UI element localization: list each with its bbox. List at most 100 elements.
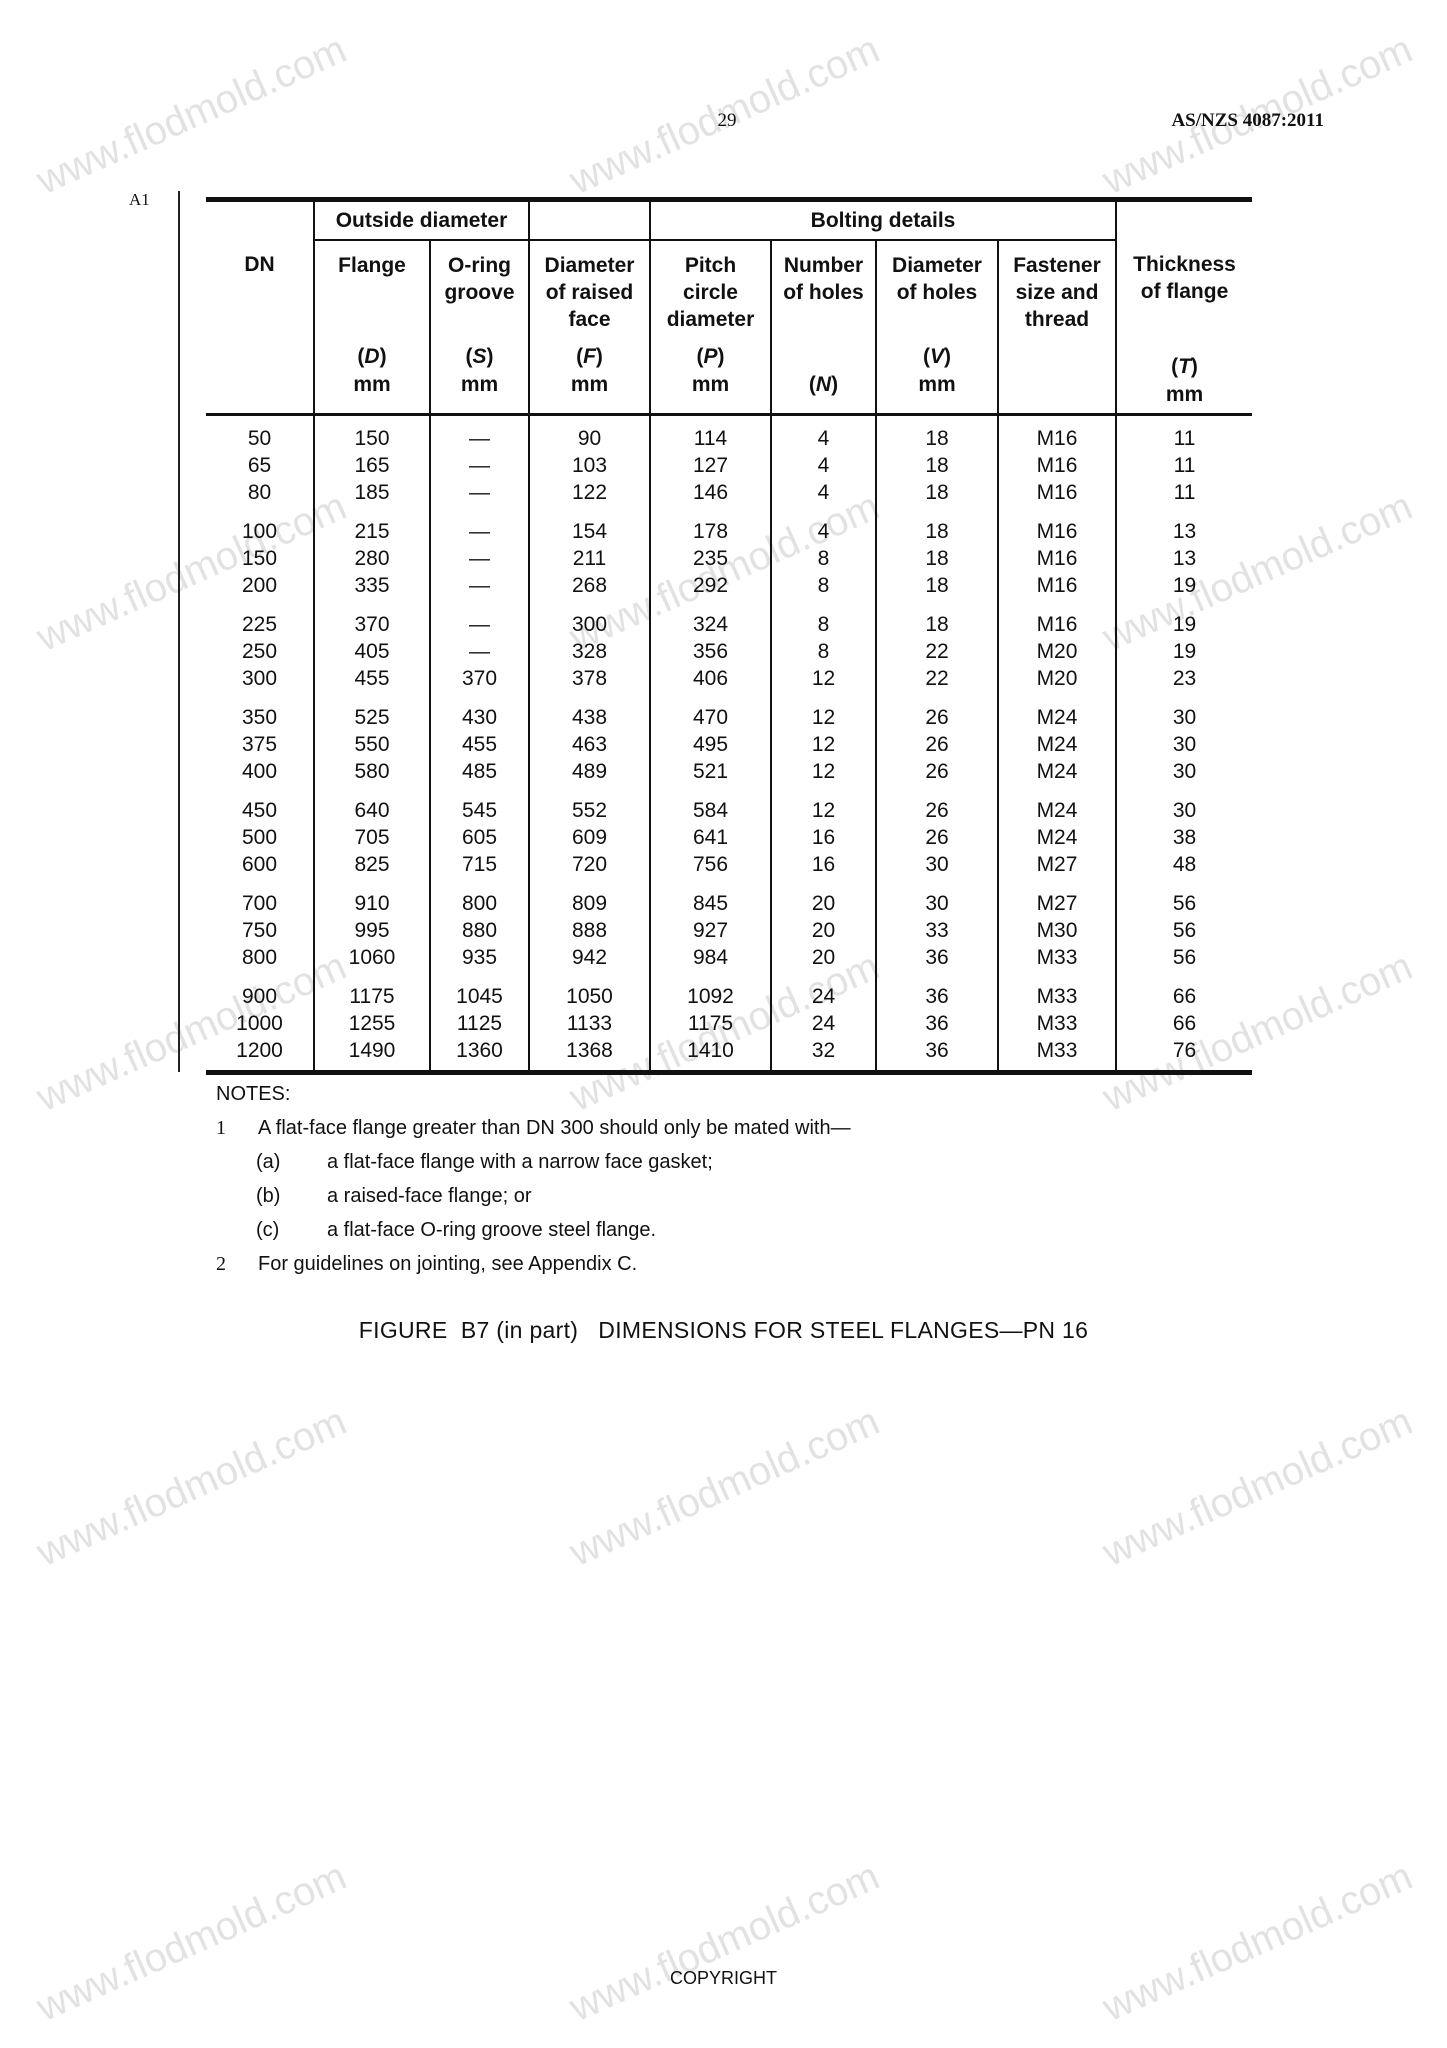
cell-dn: 200: [241, 574, 278, 597]
amendment-mark: A1: [129, 190, 150, 209]
cell-raised-face-f: 90: [528, 414, 650, 452]
table-row: 750 995 880 888 927 20 33 M30 56: [206, 917, 1252, 944]
cell-hole-dia-v: 18: [875, 545, 998, 572]
cell-flange-d: 995: [313, 917, 430, 944]
note-number: 1: [216, 1117, 226, 1139]
table-row: 450 640 545 552 584 12 26 M24 30: [206, 785, 1252, 824]
cell-raised-face-f: 888: [528, 917, 650, 944]
cell-oring-s: 1125: [429, 1010, 529, 1037]
column-title: Diameter of holes: [892, 254, 982, 304]
cell-fastener: M24: [997, 824, 1116, 851]
unit-label: mm: [691, 373, 730, 396]
column-title: Fastener size and thread: [1013, 254, 1101, 331]
cell-fastener: M30: [997, 917, 1116, 944]
column-unit: (D) mm: [315, 343, 429, 399]
cell-flange-d: 550: [313, 731, 430, 758]
column-header: Pitch circle diameter (P) mm: [649, 240, 771, 416]
table-row: 700 910 800 809 845 20 30 M27 56: [206, 878, 1252, 917]
cell-hole-dia-v: 26: [875, 692, 998, 731]
cell-pitch-p: 495: [649, 731, 771, 758]
cell-holes-n: 12: [770, 785, 876, 824]
cell-oring-s: —: [429, 638, 529, 665]
cell-hole-dia-v: 18: [875, 572, 998, 599]
cell-dn: 600: [241, 853, 278, 876]
cell-raised-face-f: 378: [528, 665, 650, 692]
cell-raised-face-f: 1050: [528, 971, 650, 1010]
cell-holes-n: 4: [770, 414, 876, 452]
cell-oring-s: 1360: [429, 1037, 529, 1075]
note-text: A flat-face flange greater than DN 300 s…: [258, 1117, 851, 1139]
table-row: 600 825 715 720 756 16 30 M27 48: [206, 851, 1252, 878]
cell-flange-d: 405: [313, 638, 430, 665]
cell-raised-face-f: 609: [528, 824, 650, 851]
cell-oring-s: 715: [429, 851, 529, 878]
cell-raised-face-f: 211: [528, 545, 650, 572]
cell-pitch-p: 584: [649, 785, 771, 824]
cell-hole-dia-v: 36: [875, 1037, 998, 1075]
column-symbol: D: [364, 345, 380, 368]
cell-hole-dia-v: 33: [875, 917, 998, 944]
unit-label: mm: [1165, 383, 1204, 406]
cell-oring-s: —: [429, 452, 529, 479]
cell-oring-s: 455: [429, 731, 529, 758]
cell-holes-n: 20: [770, 878, 876, 917]
sub-text: a raised-face flange; or: [327, 1185, 532, 1207]
sub-letter: (a): [256, 1151, 281, 1173]
column-title: Flange: [338, 254, 406, 277]
cell-raised-face-f: 942: [528, 944, 650, 971]
cell-fastener: M24: [997, 692, 1116, 731]
cell-fastener: M33: [997, 971, 1116, 1010]
cell-holes-n: 4: [770, 479, 876, 506]
cell-pitch-p: 1175: [649, 1010, 771, 1037]
table-row: 300 455 370 378 406 12 22 M20 23: [206, 665, 1252, 692]
column-title: O-ring groove: [444, 254, 515, 304]
cell-raised-face-f: 552: [528, 785, 650, 824]
column-header: Thickness of flange (T) mm: [1115, 240, 1252, 416]
cell-pitch-p: 1092: [649, 971, 771, 1010]
cell-pitch-p: 521: [649, 758, 771, 785]
cell-oring-s: —: [429, 479, 529, 506]
table-row: 350 525 430 438 470 12 26 M24 30: [206, 692, 1252, 731]
cell-flange-d: 910: [313, 878, 430, 917]
column-header: DN: [206, 240, 314, 416]
cell-hole-dia-v: 26: [875, 758, 998, 785]
cell-thickness-t: 19: [1115, 638, 1252, 665]
watermark-text: www.flodmold.com: [1096, 1399, 1419, 1575]
cell-flange-d: 1490: [313, 1037, 430, 1075]
watermark-text: www.flodmold.com: [30, 27, 353, 203]
column-title: Thickness of flange: [1133, 253, 1236, 303]
cell-oring-s: 800: [429, 878, 529, 917]
cell-dn: 100: [241, 520, 278, 543]
cell-flange-d: 1255: [313, 1010, 430, 1037]
page-number: 29: [717, 110, 737, 131]
cell-dn: 250: [241, 640, 278, 663]
cell-pitch-p: 324: [649, 599, 771, 638]
cell-fastener: M33: [997, 1010, 1116, 1037]
cell-flange-d: 705: [313, 824, 430, 851]
sub-letter: (b): [256, 1185, 281, 1207]
table-row: 200 335—268 292 8 18 M16 19: [206, 572, 1252, 599]
cell-dn: 450: [241, 799, 278, 822]
cell-pitch-p: 845: [649, 878, 771, 917]
cell-flange-d: 150: [313, 414, 430, 452]
cell-thickness-t: 11: [1115, 414, 1252, 452]
cell-dn: 500: [241, 826, 278, 849]
cell-raised-face-f: 720: [528, 851, 650, 878]
cell-holes-n: 20: [770, 917, 876, 944]
cell-raised-face-f: 489: [528, 758, 650, 785]
cell-oring-s: 430: [429, 692, 529, 731]
table-row: 500 705 605 609 641 16 26 M24 38: [206, 824, 1252, 851]
cell-raised-face-f: 300: [528, 599, 650, 638]
cell-thickness-t: 56: [1115, 917, 1252, 944]
cell-dn: 750: [241, 919, 278, 942]
cell-fastener: M20: [997, 665, 1116, 692]
column-unit: (F) mm: [530, 343, 649, 399]
copyright-footer: COPYRIGHT: [669, 1968, 777, 1988]
cell-pitch-p: 292: [649, 572, 771, 599]
cell-fastener: M33: [997, 1037, 1116, 1075]
cell-holes-n: 8: [770, 599, 876, 638]
cell-hole-dia-v: 30: [875, 851, 998, 878]
column-title: Diameter of raised face: [544, 254, 635, 331]
unit-label: mm: [460, 373, 499, 396]
cell-dn: 65: [247, 454, 272, 477]
